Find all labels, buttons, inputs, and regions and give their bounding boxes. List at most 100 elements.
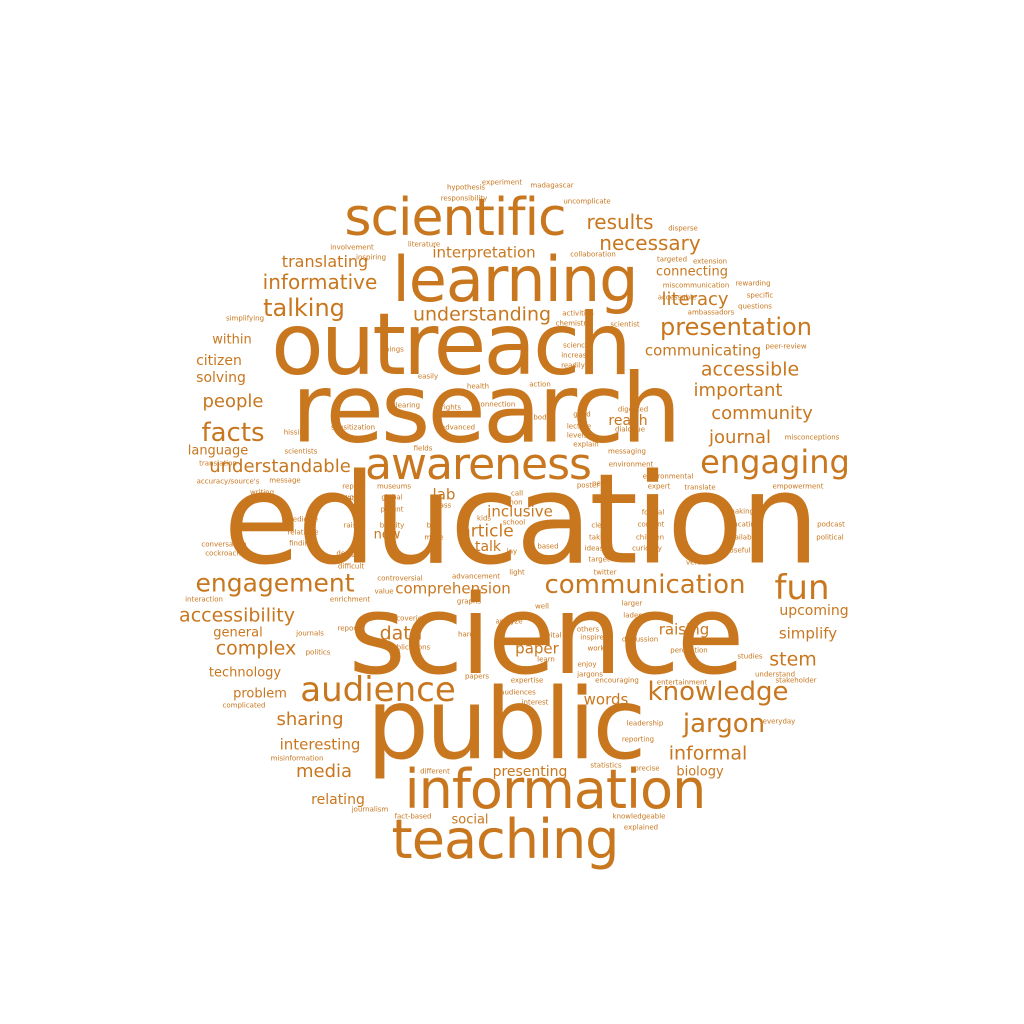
cloud-word: journals <box>296 629 324 638</box>
cloud-word: paper <box>515 639 559 658</box>
cloud-word: translate <box>684 483 716 492</box>
cloud-word: readily <box>561 361 585 370</box>
cloud-word: data <box>379 622 423 645</box>
cloud-word: news <box>591 479 611 488</box>
cloud-word: laden <box>623 611 643 620</box>
cloud-word: dialogue <box>614 425 646 434</box>
cloud-word: complicated <box>222 701 266 710</box>
cloud-word: awareness <box>365 439 592 490</box>
cloud-word: papers <box>464 672 490 681</box>
cloud-word: accuracy/source's <box>196 477 260 486</box>
cloud-word: problem <box>233 686 287 702</box>
cloud-word: explain <box>573 440 599 449</box>
cloud-word: analyze <box>495 617 523 626</box>
cloud-word: environmental <box>642 472 694 481</box>
cloud-word: journalism <box>351 805 389 814</box>
cloud-word: entertainment <box>656 678 708 687</box>
cloud-word: interest <box>521 698 549 707</box>
cloud-word: technology <box>208 665 282 681</box>
cloud-word: sensitization <box>330 423 376 432</box>
cloud-word: interpretation <box>432 243 536 262</box>
cloud-word: words <box>583 690 629 709</box>
cloud-word: useful <box>729 546 751 555</box>
cloud-word: translation <box>199 459 237 468</box>
cloud-word: ambassadors <box>687 308 735 317</box>
cloud-word: curiosity <box>632 544 662 553</box>
cloud-word: simplify <box>778 624 838 643</box>
cloud-word: kids <box>476 514 492 523</box>
cloud-word: difficult <box>337 562 365 571</box>
cloud-word: advancement <box>451 572 501 581</box>
cloud-word: upcoming <box>779 603 849 619</box>
cloud-word: expert <box>647 482 671 491</box>
cloud-word: museums <box>376 482 412 491</box>
cloud-word: discussion <box>621 635 659 644</box>
cloud-word: understandable <box>209 456 351 477</box>
cloud-word: outreach <box>271 295 632 395</box>
cloud-word: easily <box>417 372 439 381</box>
cloud-word: conversation <box>201 540 247 549</box>
cloud-word: necessary <box>599 231 701 255</box>
cloud-word: rights <box>440 403 462 412</box>
cloud-word: within <box>212 332 252 348</box>
cloud-word: making <box>728 507 754 516</box>
cloud-word: jargons <box>577 670 603 679</box>
cloud-word: results <box>586 210 654 234</box>
cloud-word: raise <box>343 521 361 530</box>
cloud-word: miscommunication <box>662 281 730 290</box>
cloud-word: article <box>460 521 514 542</box>
cloud-word: educating <box>724 520 760 529</box>
cloud-word: twitter <box>593 568 617 577</box>
cloud-word: lab <box>432 485 456 504</box>
cloud-word: peer-review <box>765 342 807 351</box>
cloud-word: well <box>535 602 549 611</box>
cloud-word: big <box>426 521 438 530</box>
cloud-word: social <box>451 812 489 828</box>
cloud-word: stakeholder <box>775 676 817 685</box>
cloud-word: research <box>291 354 682 465</box>
cloud-word: brevity <box>379 521 405 530</box>
cloud-word: literacy <box>661 289 729 310</box>
cloud-word: connecting <box>656 264 728 280</box>
cloud-word: audiences <box>500 688 536 697</box>
cloud-word: children <box>635 533 665 542</box>
cloud-word: political <box>816 533 844 542</box>
cloud-word: increase <box>561 351 591 360</box>
cloud-word: raising <box>658 620 710 639</box>
cloud-word: design <box>336 549 360 558</box>
cloud-word: enjoy <box>577 660 597 669</box>
cloud-word: activities <box>562 309 594 318</box>
cloud-word: work <box>587 644 605 653</box>
cloud-word: clearing <box>391 401 421 410</box>
cloud-word: accessable <box>657 293 697 302</box>
cloud-word: controversial <box>377 574 423 583</box>
cloud-word: jargon <box>682 709 766 739</box>
cloud-word: madagascar <box>530 181 574 190</box>
cloud-word: accessible <box>700 358 800 381</box>
cloud-word: school <box>502 518 526 527</box>
cloud-word: collaboration <box>570 250 616 259</box>
cloud-word: writing <box>249 488 275 497</box>
cloud-word: presenting <box>492 764 568 780</box>
cloud-word: presentation <box>660 313 812 341</box>
cloud-word: graphs <box>456 597 482 606</box>
cloud-word: misconceptions <box>784 433 840 442</box>
cloud-word: statistics <box>590 761 622 770</box>
cloud-word: understand <box>754 670 796 679</box>
cloud-word: scientific <box>344 188 566 248</box>
cloud-word: information <box>404 758 707 821</box>
cloud-word: inclusive <box>487 502 553 521</box>
cloud-word: stem <box>769 648 817 671</box>
cloud-word: non <box>509 498 523 507</box>
cloud-word: experiment <box>481 178 523 187</box>
cloud-word: questions <box>738 302 772 311</box>
cloud-word: learning <box>392 243 639 316</box>
cloud-word: podcast <box>817 520 845 529</box>
cloud-word: body <box>533 413 551 422</box>
cloud-word: hissing <box>283 428 309 437</box>
cloud-word: scientist <box>610 320 640 329</box>
cloud-word: community <box>711 403 813 424</box>
cloud-word: explained <box>623 823 659 832</box>
cloud-word: citizen <box>196 353 242 369</box>
